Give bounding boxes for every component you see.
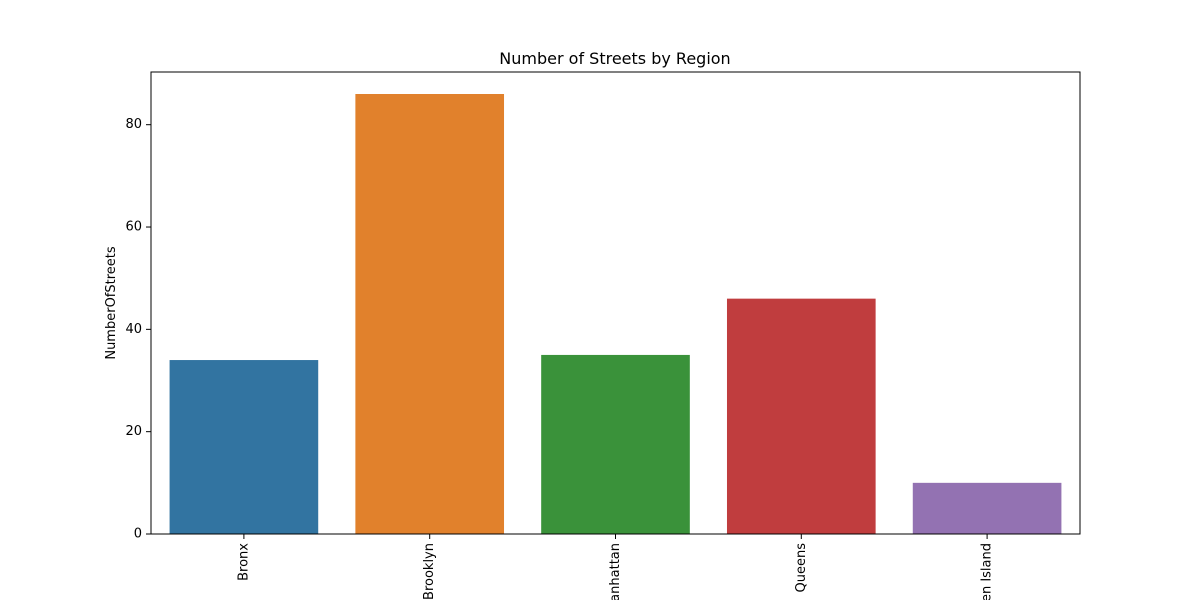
x-tick-label: Queens bbox=[794, 543, 809, 593]
x-tick-label: Staten Island bbox=[980, 543, 995, 600]
y-tick-label: 0 bbox=[134, 527, 142, 542]
bar-queens bbox=[726, 298, 876, 534]
y-axis-label: NumberOfStreets bbox=[104, 246, 119, 360]
y-tick-label: 20 bbox=[125, 424, 142, 439]
y-tick-label: 60 bbox=[125, 220, 142, 235]
bar-manhattan bbox=[541, 354, 690, 534]
plot-area-frame bbox=[150, 71, 1081, 535]
bar-bronx bbox=[169, 360, 319, 534]
bar-brooklyn bbox=[355, 94, 505, 534]
bars-layer bbox=[169, 94, 1062, 534]
bar-staten-island bbox=[912, 482, 1062, 534]
x-axis-ticks: Bronx Brooklyn Manhattan Queens Staten Islan… bbox=[236, 534, 995, 604]
x-tick-label: Bronx bbox=[236, 543, 251, 581]
y-tick-label: 80 bbox=[125, 117, 142, 132]
x-tick-label: Manhattan bbox=[608, 543, 623, 600]
y-axis-ticks: 0 20 40 60 80 bbox=[125, 117, 151, 542]
y-tick-label: 40 bbox=[125, 322, 142, 337]
x-tick-label: Brooklyn bbox=[422, 543, 437, 600]
chart-title: Number of Streets by Region bbox=[499, 49, 730, 68]
